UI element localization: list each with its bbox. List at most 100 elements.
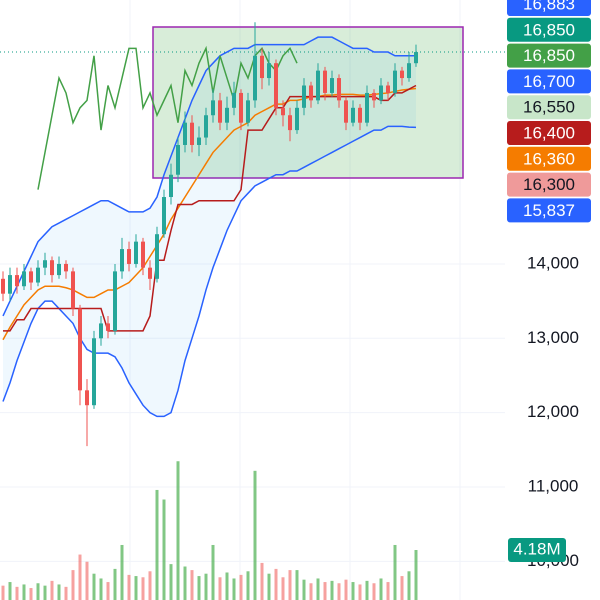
y-tick-label: 12,000 bbox=[527, 402, 579, 421]
price-tag-label: 15,837 bbox=[523, 201, 575, 220]
candle-body bbox=[155, 234, 159, 279]
volume-bar bbox=[183, 566, 187, 600]
candle-body bbox=[232, 92, 236, 108]
volume-bar bbox=[162, 499, 166, 600]
candle-body bbox=[50, 260, 54, 276]
candle-body bbox=[330, 78, 334, 93]
volume-bar bbox=[36, 583, 40, 600]
volume-bar bbox=[358, 584, 362, 600]
volume-bar bbox=[379, 578, 383, 600]
volume-bar bbox=[351, 582, 355, 600]
candle-body bbox=[71, 271, 75, 309]
volume-bar bbox=[337, 583, 341, 600]
volume-bar bbox=[99, 578, 103, 600]
volume-bar bbox=[232, 578, 236, 600]
candle-body bbox=[92, 338, 96, 406]
volume-bar bbox=[22, 584, 26, 600]
candle-body bbox=[127, 249, 131, 264]
candle-body bbox=[372, 92, 376, 101]
price-tag-label: 16,550 bbox=[523, 98, 575, 117]
candle-body bbox=[295, 107, 299, 131]
volume-tag bbox=[508, 538, 566, 562]
volume-bar bbox=[274, 568, 278, 600]
volume-bar bbox=[64, 586, 68, 600]
indicator-line bbox=[2, 125, 417, 418]
price-tag-label: 16,300 bbox=[523, 175, 575, 194]
volume-bar bbox=[169, 564, 173, 600]
volume-bar bbox=[386, 582, 390, 600]
plot-area bbox=[0, 0, 505, 600]
price-tag-label: 16,850 bbox=[523, 20, 575, 39]
candle-body bbox=[22, 271, 26, 287]
volume-bar bbox=[414, 550, 418, 600]
candle-body bbox=[288, 115, 292, 131]
candle-body bbox=[393, 70, 397, 93]
volume-bar bbox=[85, 561, 89, 600]
volume-bar bbox=[71, 570, 75, 600]
y-tick-label: 13,000 bbox=[527, 328, 579, 347]
price-tag-label: 16,883 bbox=[523, 0, 575, 13]
volume-bar bbox=[8, 582, 12, 600]
candle-body bbox=[379, 85, 383, 101]
candle-body bbox=[414, 52, 418, 64]
candle-body bbox=[106, 323, 110, 331]
volume-bar bbox=[197, 576, 201, 600]
volume-bar bbox=[1, 585, 5, 600]
candle-body bbox=[8, 275, 12, 294]
price-tag-label: 16,700 bbox=[523, 72, 575, 91]
volume-bar bbox=[120, 544, 124, 600]
candle-body bbox=[281, 107, 285, 116]
candle-body bbox=[225, 107, 229, 123]
candle-body bbox=[15, 275, 19, 287]
candle-body bbox=[344, 100, 348, 123]
candle-body bbox=[99, 323, 103, 339]
candle-body bbox=[260, 55, 264, 79]
candle-body bbox=[351, 107, 355, 123]
candle-body bbox=[176, 144, 180, 175]
candle-body bbox=[267, 63, 271, 79]
volume-bar bbox=[393, 544, 397, 600]
candle-body bbox=[148, 267, 152, 279]
volume-bar bbox=[204, 573, 208, 600]
volume-bar bbox=[344, 579, 348, 600]
candle-body bbox=[134, 241, 138, 264]
candle-body bbox=[246, 100, 250, 123]
candle-body bbox=[309, 85, 313, 101]
candle-body bbox=[365, 92, 369, 123]
volume-bar bbox=[92, 573, 96, 600]
volume-bar bbox=[57, 584, 61, 600]
volume-bar bbox=[127, 574, 131, 600]
candle-body bbox=[169, 174, 173, 198]
candle-body bbox=[57, 263, 61, 276]
candle-body bbox=[211, 100, 215, 116]
candle-body bbox=[197, 137, 201, 145]
volume-bar bbox=[43, 585, 47, 600]
volume-bar bbox=[113, 568, 117, 600]
volume-bar bbox=[176, 461, 180, 600]
y-tick-label: 11,000 bbox=[528, 476, 579, 495]
volume-bar bbox=[407, 571, 411, 600]
volume-bar bbox=[323, 582, 327, 600]
candle-body bbox=[36, 267, 40, 283]
candle-body bbox=[183, 122, 187, 145]
volume-bar bbox=[400, 576, 404, 600]
volume-bar bbox=[330, 580, 334, 600]
volume-bar bbox=[253, 470, 257, 600]
candle-body bbox=[190, 122, 194, 145]
candle-body bbox=[239, 92, 243, 123]
volume-bar bbox=[106, 582, 110, 600]
volume-bar bbox=[78, 554, 82, 600]
candle-body bbox=[274, 63, 278, 108]
band-fill bbox=[3, 37, 416, 417]
price-tag bbox=[507, 95, 591, 120]
volume-bar bbox=[246, 571, 250, 600]
volume-bar bbox=[267, 573, 271, 600]
candle-body bbox=[1, 278, 5, 294]
candle-body bbox=[302, 85, 306, 108]
price-tag-label: 16,850 bbox=[523, 46, 575, 65]
price-tag bbox=[507, 69, 591, 94]
candle-body bbox=[400, 70, 404, 79]
volume-bar bbox=[211, 544, 215, 600]
volume-bar bbox=[281, 577, 285, 600]
volume-bar bbox=[29, 588, 33, 600]
